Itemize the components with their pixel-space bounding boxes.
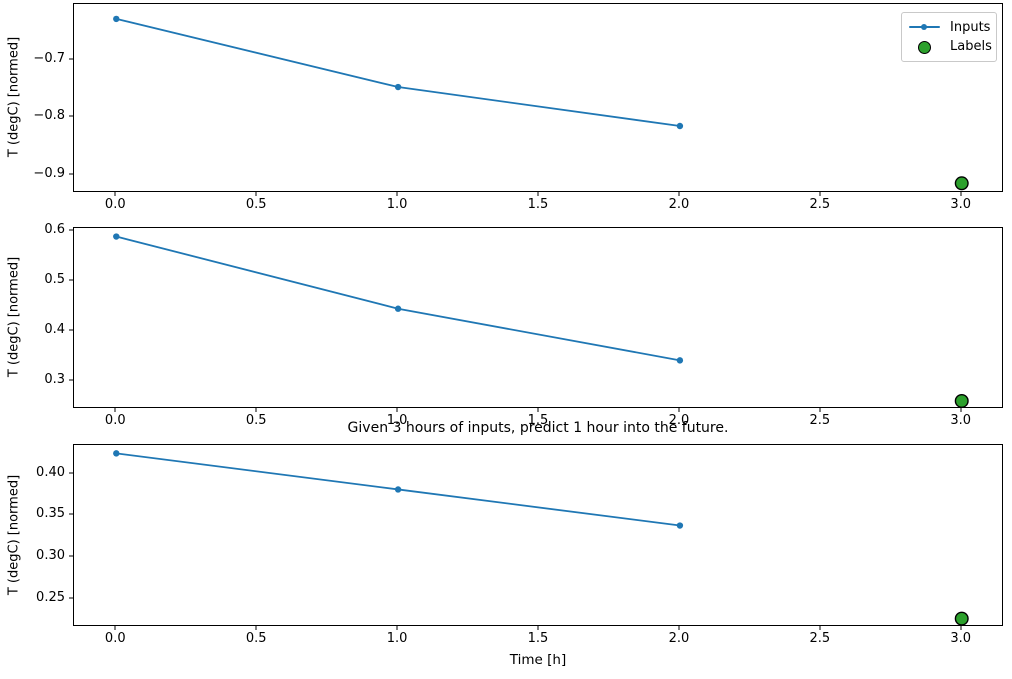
x-tick-label: 1.0	[386, 197, 408, 212]
x-tick-label: 2.0	[668, 413, 690, 428]
x-tick	[819, 626, 821, 630]
y-tick-label: −0.7	[33, 50, 65, 66]
y-tick-label: 0.25	[36, 590, 65, 606]
labels-point	[954, 393, 969, 408]
y-tick	[69, 58, 73, 60]
y-tick	[69, 555, 73, 557]
legend-entry-labels: Labels	[909, 39, 992, 55]
x-tick	[255, 408, 257, 412]
y-tick-label: 0.35	[36, 506, 65, 522]
plot-area	[113, 233, 969, 408]
y-tick	[69, 115, 73, 117]
y-tick-label: 0.40	[36, 464, 65, 480]
y-tick-label: −0.9	[33, 165, 65, 181]
axes-plot-1	[73, 3, 1003, 192]
y-tick-label: 0.30	[36, 548, 65, 564]
labels-marker-icon	[909, 40, 940, 54]
y-tick	[69, 597, 73, 599]
x-tick-label: 1.5	[527, 413, 549, 428]
y-tick	[69, 173, 73, 175]
legend: Inputs Labels	[901, 12, 997, 62]
plot-area	[113, 450, 969, 626]
y-axis-label-plot-1: T (degC) [normed]	[6, 36, 22, 158]
x-tick-label: 2.0	[668, 197, 690, 212]
y-tick-label: 0.3	[44, 371, 65, 387]
plot-area	[113, 15, 969, 191]
x-tick	[114, 192, 116, 196]
y-tick	[69, 329, 73, 331]
x-tick	[396, 408, 398, 412]
x-tick-label: 0.0	[104, 631, 126, 646]
x-tick	[255, 192, 257, 196]
x-tick	[396, 626, 398, 630]
x-tick	[819, 408, 821, 412]
x-tick-label: 2.5	[809, 413, 831, 428]
x-tick	[537, 408, 539, 412]
x-axis-label: Time [h]	[509, 652, 567, 668]
labels-marker-sample	[918, 40, 931, 54]
y-tick	[69, 513, 73, 515]
x-tick-label: 0.0	[104, 413, 126, 428]
inputs-marker	[113, 450, 120, 457]
x-tick	[678, 408, 680, 412]
inputs-marker-sample	[921, 24, 927, 31]
legend-entry-inputs: Inputs	[909, 19, 991, 35]
x-tick-label: 3.0	[950, 631, 972, 646]
inputs-line	[116, 18, 681, 127]
y-tick-label: 0.6	[44, 221, 65, 237]
y-tick-label: −0.8	[33, 108, 65, 124]
inputs-marker	[113, 233, 120, 240]
y-tick	[69, 472, 73, 474]
x-tick-label: 1.5	[527, 197, 549, 212]
x-tick-label: 0.0	[104, 197, 126, 212]
inputs-marker	[394, 486, 402, 493]
y-tick-label: 0.5	[44, 271, 65, 287]
x-tick	[960, 626, 962, 630]
x-tick	[678, 192, 680, 196]
x-tick-label: 3.0	[950, 413, 972, 428]
labels-point	[954, 176, 969, 191]
inputs-marker	[394, 83, 402, 91]
axes-plot-3	[73, 444, 1003, 626]
x-tick	[960, 192, 962, 196]
legend-label-labels: Labels	[950, 39, 992, 55]
x-tick	[678, 626, 680, 630]
x-tick-label: 2.0	[668, 631, 690, 646]
x-tick-label: 2.5	[809, 631, 831, 646]
y-axis-label-plot-3: T (degC) [normed]	[6, 474, 22, 596]
y-tick-label: 0.4	[44, 321, 65, 337]
inputs-line-icon	[909, 21, 940, 33]
x-tick	[114, 626, 116, 630]
x-tick-label: 1.0	[386, 413, 408, 428]
x-tick	[114, 408, 116, 412]
axes-plot-2	[73, 227, 1003, 408]
y-tick	[69, 379, 73, 381]
inputs-marker	[676, 122, 684, 130]
x-tick-label: 0.5	[245, 197, 267, 212]
x-tick-label: 3.0	[950, 197, 972, 212]
y-axis-label-plot-2: T (degC) [normed]	[6, 256, 22, 378]
x-tick-label: 2.5	[809, 197, 831, 212]
x-tick	[537, 626, 539, 630]
x-tick-label: 1.0	[386, 631, 408, 646]
x-tick	[255, 626, 257, 630]
legend-label-inputs: Inputs	[950, 19, 991, 35]
plot-title: Given 3 hours of inputs, predict 1 hour …	[347, 420, 729, 436]
x-tick	[537, 192, 539, 196]
x-tick	[396, 192, 398, 196]
y-tick	[69, 279, 73, 281]
labels-point	[954, 611, 969, 626]
x-tick	[960, 408, 962, 412]
x-tick-label: 0.5	[245, 413, 267, 428]
x-tick-label: 0.5	[245, 631, 267, 646]
inputs-marker	[113, 15, 120, 23]
inputs-marker	[394, 305, 402, 312]
inputs-line	[116, 235, 681, 362]
y-tick	[69, 229, 73, 230]
x-tick	[819, 192, 821, 196]
inputs-marker	[676, 357, 684, 364]
x-tick-label: 1.5	[527, 631, 549, 646]
inputs-marker	[676, 522, 684, 529]
